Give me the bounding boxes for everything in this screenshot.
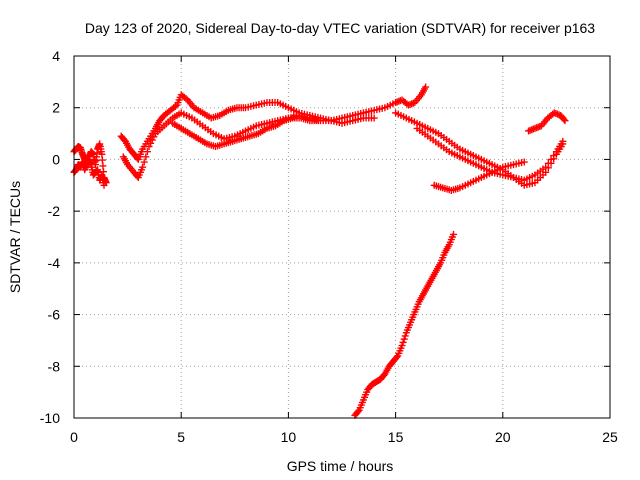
data-point	[544, 159, 552, 167]
x-tick-label: 25	[602, 429, 618, 445]
x-axis-label: GPS time / hours	[287, 458, 394, 474]
data-point	[148, 136, 156, 144]
x-tick-label: 15	[388, 429, 404, 445]
x-tick-label: 0	[70, 429, 78, 445]
data-point	[398, 342, 406, 350]
y-axis-label: SDTVAR / TECUs	[7, 181, 23, 293]
y-tick-label: -2	[48, 203, 61, 219]
data-point	[139, 163, 147, 171]
data-point	[520, 158, 528, 166]
data-point	[400, 335, 408, 343]
data-point	[182, 95, 190, 103]
data-point	[314, 117, 322, 125]
series-late-short	[525, 109, 569, 135]
series-early-cluster-b	[70, 155, 108, 189]
x-tick-label: 5	[177, 429, 185, 445]
x-tick-label: 10	[281, 429, 297, 445]
y-tick-label: -4	[48, 255, 61, 271]
data-points	[70, 83, 569, 419]
data-point	[140, 158, 148, 166]
plot-frame	[73, 55, 611, 419]
data-point	[550, 152, 558, 160]
data-point	[449, 230, 457, 238]
series-arc-3	[169, 114, 322, 150]
data-point	[393, 353, 401, 361]
data-point	[561, 117, 569, 125]
data-point	[422, 83, 430, 91]
y-tick-label: 4	[52, 48, 60, 64]
x-axis-ticks: 0 5 10 15 20 25	[70, 56, 618, 445]
data-point	[142, 153, 150, 161]
data-point	[143, 148, 151, 156]
data-point	[560, 115, 568, 123]
y-tick-label: 0	[52, 151, 60, 167]
data-point	[354, 408, 362, 416]
series-descending-track	[351, 230, 457, 419]
data-point	[171, 102, 179, 110]
series-late-dip	[430, 158, 528, 194]
data-point	[547, 155, 555, 163]
y-tick-label: 2	[52, 100, 60, 116]
grid-lines	[74, 56, 610, 418]
data-point	[150, 133, 158, 141]
data-point	[370, 114, 378, 122]
data-point	[559, 137, 567, 145]
data-point	[100, 181, 108, 189]
y-tick-label: -6	[48, 307, 61, 323]
y-tick-label: -10	[40, 410, 60, 426]
x-tick-label: 20	[495, 429, 511, 445]
data-point	[145, 143, 153, 150]
data-point	[147, 139, 155, 147]
data-point	[401, 332, 409, 340]
y-tick-label: -8	[48, 358, 61, 374]
data-point	[399, 338, 407, 346]
y-axis-ticks: -10 -8 -6 -4 -2 0 2 4	[40, 48, 610, 426]
data-point	[542, 163, 550, 171]
chart-title: Day 123 of 2020, Sidereal Day-to-day VTE…	[85, 20, 595, 36]
